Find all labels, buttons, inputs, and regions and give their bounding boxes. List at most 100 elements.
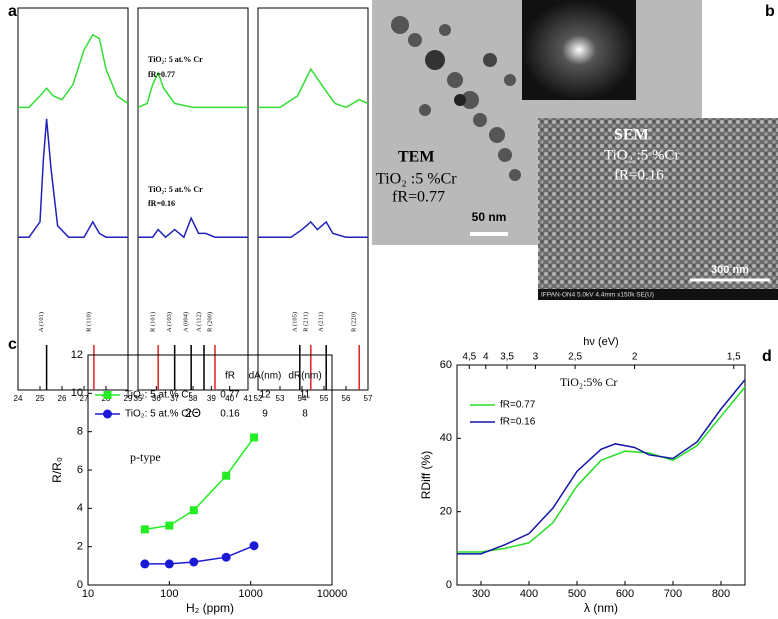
y-tick-label: 8 [77,426,83,438]
table-header: dR(nm) [288,371,321,382]
series-line [18,33,129,109]
series-line [144,545,255,565]
plot-frame [257,7,369,391]
panel-label: c [8,336,17,353]
tem-particles [391,16,521,181]
tem-line: TiO₂ :5 %Cr [376,171,457,188]
x-tick-label: 55 [320,394,329,403]
stick-label: R (110) [85,312,92,332]
y-tick-label: 60 [440,359,452,371]
x-tick-label: 24 [14,394,23,403]
annotation: fR=0.77 [148,70,175,79]
x2-tick-label: 2 [632,352,638,363]
x-tick-label: 35 [134,394,143,403]
y-tick-label: 10 [71,387,83,399]
y-tick-label: 12 [71,349,83,361]
x-tick-label: 700 [664,588,682,600]
sem-footer: IFPAN-ON4 5.0kV 4.4mm x150k SE(U) [541,292,654,299]
marker [249,541,259,551]
stick-label: A (112) [195,312,202,332]
x-tick-label: 54 [298,394,307,403]
sem-line: fR=0.16 [614,167,664,183]
stick-label: R (211) [302,312,309,332]
legend-marker [103,391,112,399]
x-tick-label: 53 [276,394,285,403]
annotation: p-type [130,450,161,464]
x-tick-label: 100 [160,588,178,600]
stick-label: A (105) [291,312,298,332]
table-cell: 11 [300,390,311,401]
y-tick-label: 20 [440,506,452,518]
x2-tick-label: 3,5 [500,352,514,363]
x2-tick-label: 4 [483,352,489,363]
tem-line: fR=0.77 [392,189,445,206]
y-tick-label: 6 [77,464,83,476]
table-header: fR [225,371,235,382]
x-tick-label: 38 [189,394,198,403]
x-tick-label: 500 [568,588,586,600]
x2-axis-label: hν (eV) [583,336,618,348]
annotation: TiO₂: 5 at.% Cr [148,185,203,194]
table-cell: 9 [262,409,268,420]
x-tick-label: 41 [244,394,253,403]
legend-label: TiO₂: 5 at.% Cr [125,409,193,420]
x-tick-label: 400 [520,588,538,600]
legend-marker [103,409,112,419]
legend-label: fR=0.16 [500,417,536,428]
y-tick-label: 0 [446,579,452,591]
annotation: TiO₂:5% Cr [560,375,617,389]
marker [250,433,259,442]
series-line [18,118,128,238]
x2-tick-label: 1,5 [727,352,741,363]
plot-frame [456,364,746,586]
x2-tick-label: 2,5 [568,352,582,363]
micrographs: b TEM TiO₂ :5 %Cr fR=0.77 50 nm SEM TiO₂… [372,0,778,300]
x-tick-label: 25 [36,394,45,403]
diffraction-inset [522,0,636,100]
x-axis-label: H₂ (ppm) [186,601,234,615]
series-line [137,71,248,109]
series-line [144,436,255,531]
x2-tick-label: 4,5 [462,352,476,363]
x-axis-label: λ (nm) [584,601,618,615]
marker [189,506,198,515]
table-cell: 12 [259,390,271,401]
x-axis-label: 2Θ [185,406,201,420]
y-axis-label: R/R₀ [50,457,64,483]
sem-footer-bar [538,289,778,300]
x-tick-label: 27 [80,394,89,403]
sem-scale: 300 nm [711,264,749,276]
annotation: fR=0.16 [148,199,175,208]
x-tick-label: 600 [616,588,634,600]
legend-label: fR=0.77 [500,400,536,411]
x-tick-label: 29 [124,394,133,403]
x-tick-label: 300 [472,588,490,600]
sem-image [538,118,778,300]
x-tick-label: 1000 [238,588,262,600]
marker [222,471,231,480]
x-tick-label: 40 [225,394,234,403]
panel-label: b [765,3,775,20]
legend-label: TiO₂: 5 at.% Cr [125,390,193,401]
stick-label: A (004) [183,312,190,332]
series-line [258,67,369,109]
x-tick-label: 37 [170,394,179,403]
table-cell: 8 [302,409,308,420]
sem-line: TiO₂ :5 %Cr [604,147,680,163]
series-line [457,379,746,555]
table-cell: 0.77 [220,390,240,401]
panel-label: a [8,3,17,20]
marker [140,559,150,569]
series-line [258,220,368,238]
panel-label: d [762,348,772,365]
stick-label: A (103) [166,312,173,332]
x-tick-label: 36 [152,394,161,403]
x-tick-label: 10 [82,588,94,600]
marker [140,525,149,534]
x2-tick-label: 3 [533,352,539,363]
stick-label: A (101) [38,312,45,332]
annotation: TiO₂: 5 at.% Cr [148,55,203,64]
tem-title: TEM [398,149,434,166]
sem-title: SEM [614,127,649,144]
